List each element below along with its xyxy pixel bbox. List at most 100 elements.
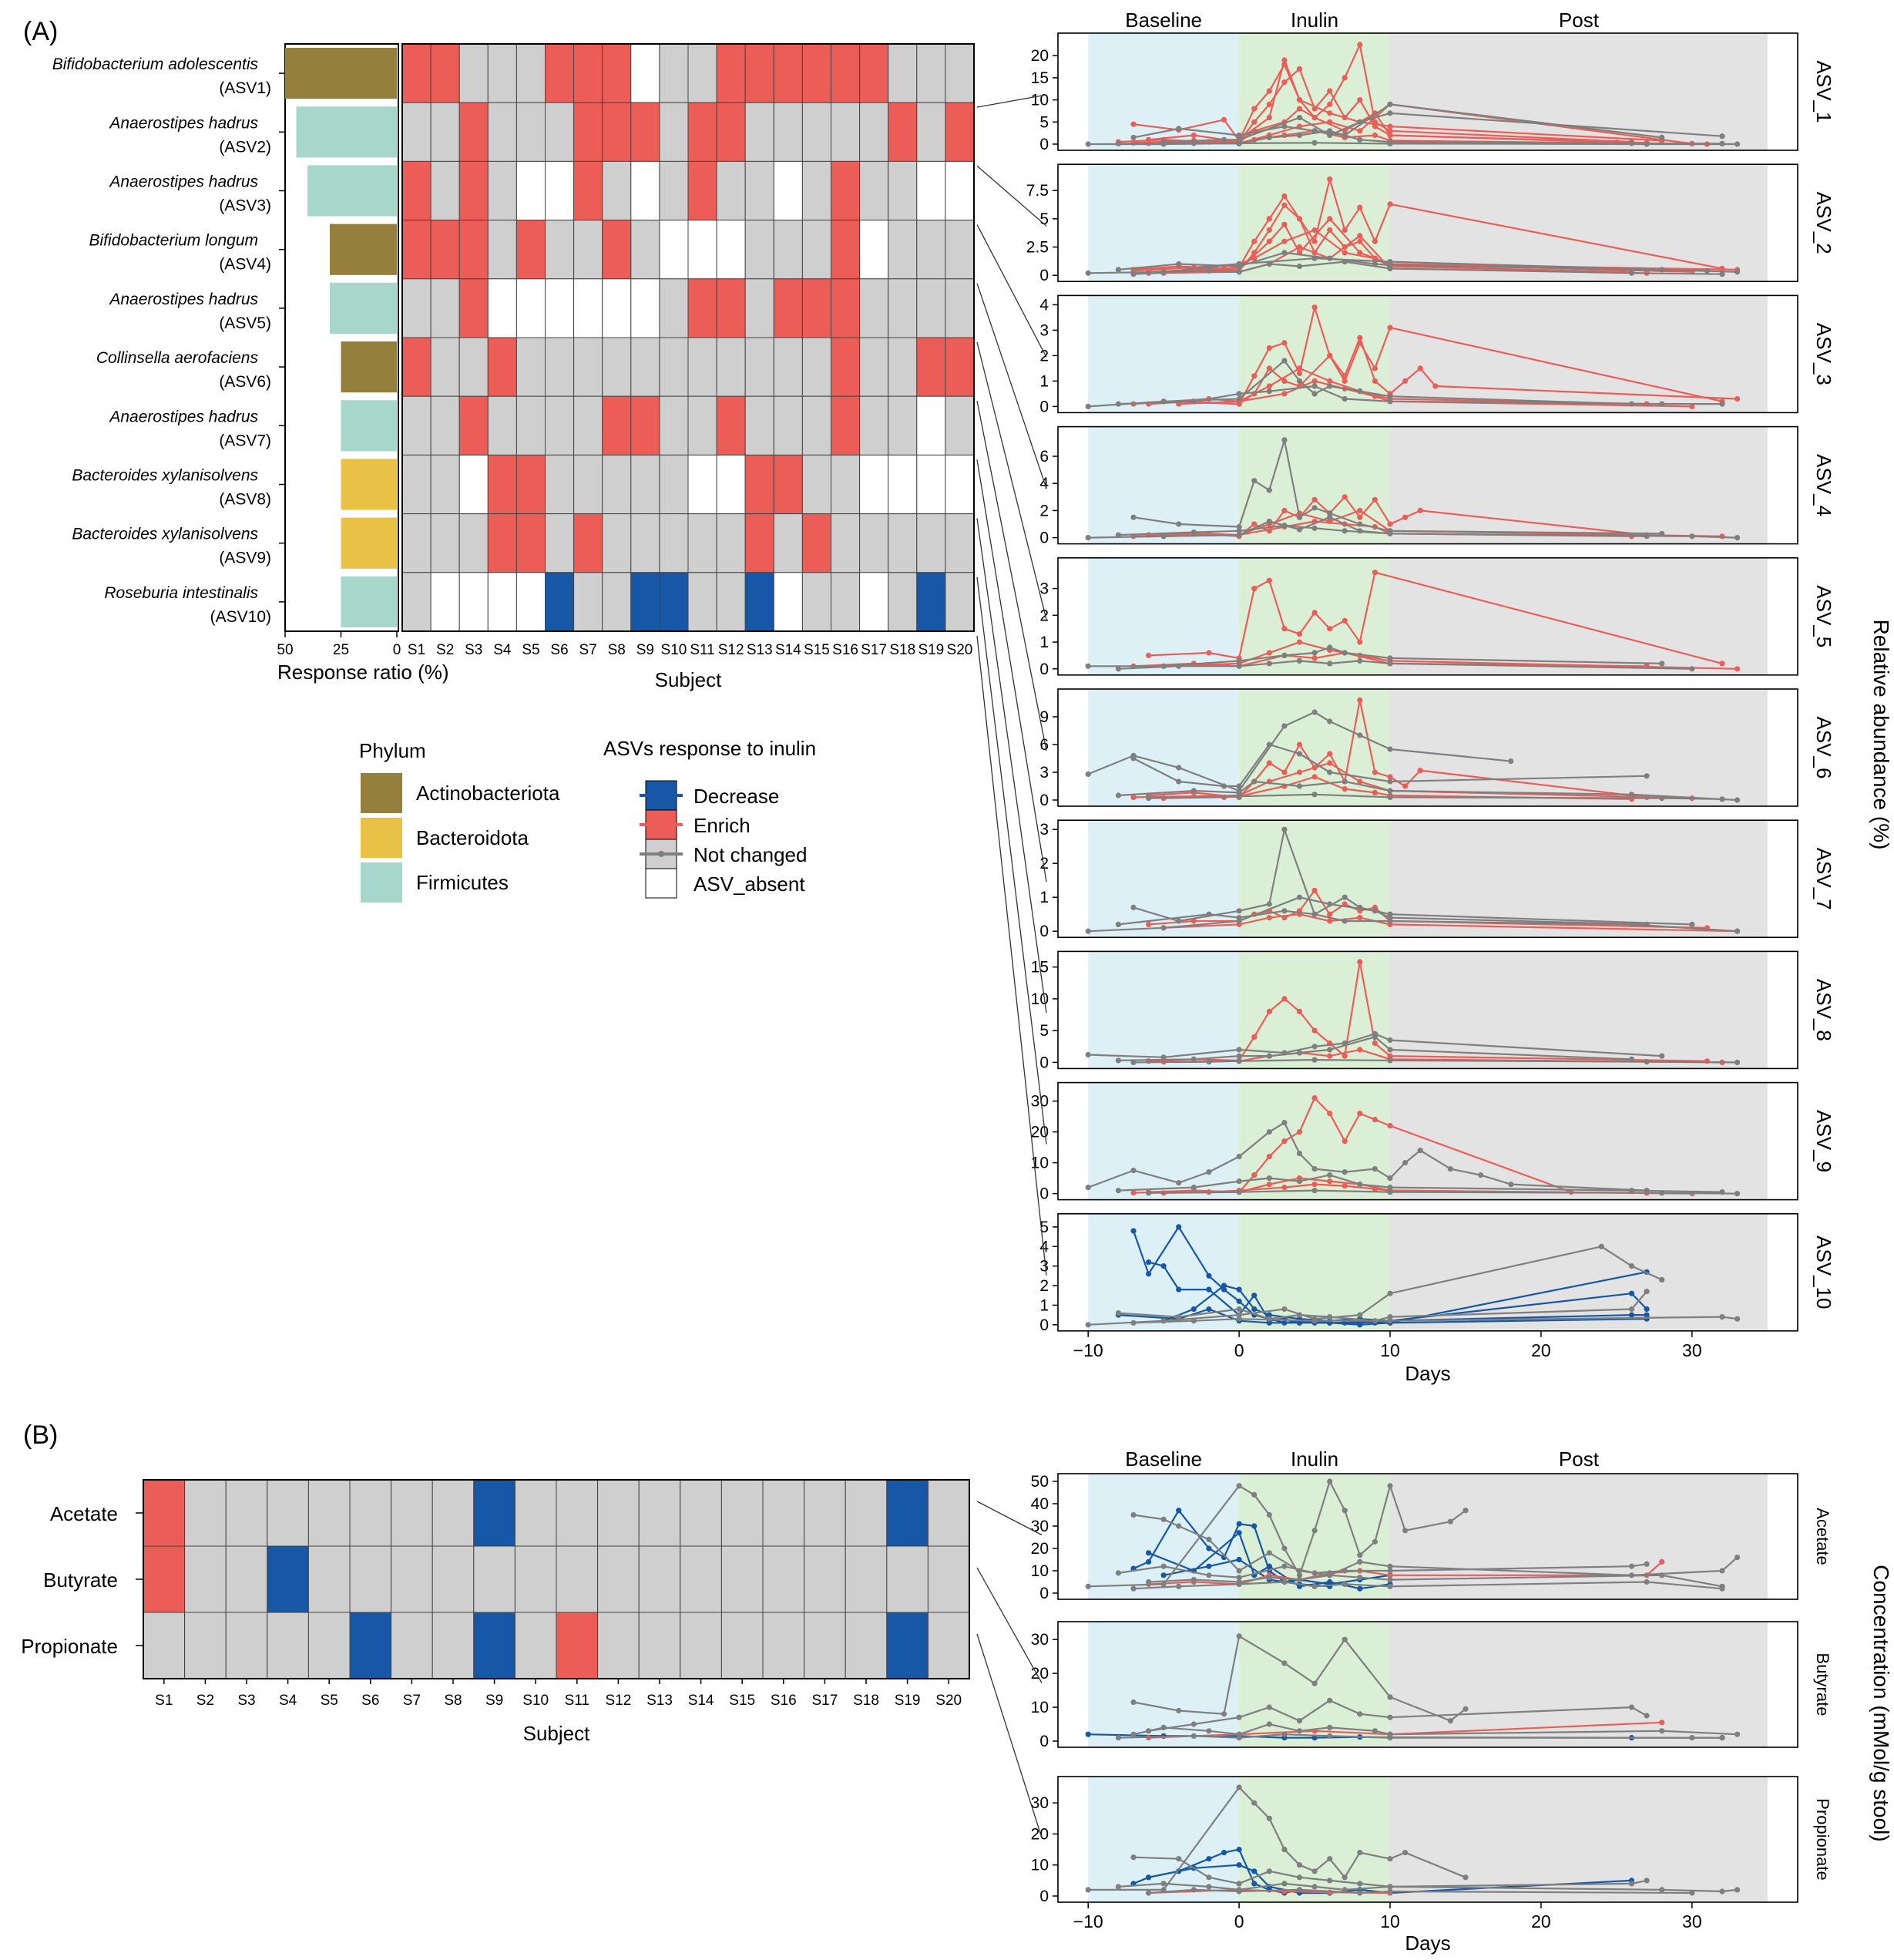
facet-xtick-label-b: 0 — [1234, 1911, 1244, 1931]
facet-ytick-label-asv-5: 3 — [1039, 580, 1049, 598]
heat-cell-r1-s5 — [515, 43, 546, 103]
heat-cell-r10-s5 — [515, 572, 546, 632]
series-point-asv-5 — [1236, 657, 1242, 664]
species-label-asv2: Anaerostipes hadrus — [108, 114, 258, 132]
series-point-asv-8 — [1628, 1056, 1635, 1062]
series-point-asv-9 — [1447, 1166, 1453, 1172]
series-point-acetate — [1281, 1545, 1288, 1552]
series-point-asv-1 — [1342, 75, 1348, 81]
series-point-asv-9 — [1342, 1183, 1348, 1189]
series-point-asv-1 — [1296, 132, 1303, 139]
heat-cell-r7-s10 — [659, 395, 689, 456]
series-point-asv-9 — [1372, 1117, 1378, 1123]
series-point-asv-3 — [1327, 383, 1333, 389]
heat-cell-r1-s16 — [831, 43, 861, 103]
series-point-asv-3 — [1115, 401, 1121, 407]
heat-cell-r8-s16 — [831, 454, 861, 515]
series-point-asv-9 — [1130, 1189, 1137, 1195]
series-point-acetate — [1402, 1528, 1409, 1534]
series-point-asv-4 — [1266, 518, 1272, 525]
series-point-asv-3 — [1372, 365, 1378, 371]
series-point-asv-9 — [1236, 1189, 1242, 1195]
heat-cell-r7-s20 — [945, 395, 975, 456]
heat-cell-r2-s13 — [744, 102, 774, 162]
heat-cell-r2-s10 — [659, 102, 689, 162]
facet-xtick-label-a: 10 — [1380, 1340, 1400, 1360]
legend-label-bacteroidota: Bacteroidota — [416, 826, 529, 849]
heat-cell-r4-s20 — [945, 220, 975, 280]
facet-ytick-label-asv-2: 7.5 — [1026, 182, 1049, 200]
series-point-asv-1 — [1266, 134, 1272, 140]
series-point-asv-9 — [1206, 1169, 1212, 1175]
series-point-asv-9 — [1266, 1154, 1272, 1160]
series-point-propionate — [1327, 1856, 1333, 1862]
facet-xtick-label-a: 20 — [1531, 1340, 1551, 1360]
series-point-asv-10 — [1190, 1306, 1197, 1313]
scfa-cell-butyrate-s13 — [638, 1545, 681, 1613]
series-point-asv-8 — [1085, 1051, 1091, 1058]
asv-label-asv3: (ASV3) — [219, 197, 271, 215]
series-point-asv-2 — [1281, 193, 1288, 200]
heat-cell-r8-s3 — [458, 454, 489, 515]
heat-xlabel: Subject — [655, 668, 722, 691]
heat-cell-r8-s20 — [945, 454, 975, 515]
series-point-asv-9 — [1236, 1178, 1242, 1185]
heat-cell-r3-s1 — [401, 160, 432, 221]
heat-col-label-s7: S7 — [579, 642, 597, 658]
facet-xtick-label-a: −10 — [1073, 1340, 1103, 1360]
facet-ytick-label-propionate: 30 — [1031, 1794, 1049, 1812]
series-point-asv-1 — [1387, 132, 1393, 139]
heat-cell-r10-s7 — [573, 572, 603, 632]
series-point-asv-3 — [1266, 383, 1272, 389]
phase-bg-post-propionate — [1390, 1777, 1768, 1902]
heat-cell-r2-s3 — [458, 102, 489, 162]
series-line-asv-3-6 — [1118, 385, 1662, 405]
series-point-asv-4 — [1296, 514, 1303, 520]
scfa-cell-butyrate-s11 — [556, 1545, 599, 1613]
series-point-asv-6 — [1190, 788, 1197, 794]
series-point-asv-10 — [1387, 1314, 1393, 1320]
heat-cell-r4-s6 — [545, 220, 575, 280]
series-point-asv-9 — [1236, 1154, 1242, 1160]
scfa-row-label-acetate: Acetate — [50, 1502, 118, 1525]
series-point-asv-6 — [1387, 774, 1393, 780]
series-point-propionate — [1734, 1887, 1741, 1893]
series-point-asv-3 — [1281, 358, 1288, 364]
series-point-acetate — [1251, 1523, 1258, 1529]
series-point-asv-10 — [1206, 1272, 1212, 1279]
heat-cell-r8-s13 — [744, 454, 774, 515]
heat-col-label-s2: S2 — [436, 642, 454, 658]
facet-ytick-label-asv-7: 1 — [1039, 889, 1049, 906]
series-point-asv-10 — [1221, 1286, 1227, 1293]
series-point-asv-9 — [1115, 1188, 1121, 1194]
series-point-asv-9 — [1085, 1185, 1091, 1191]
scfa-cell-butyrate-s14 — [680, 1545, 722, 1613]
series-point-acetate — [1387, 1577, 1393, 1583]
scfa-cell-propionate-s14 — [680, 1612, 722, 1679]
scfa-cell-acetate-s8 — [432, 1479, 475, 1547]
series-point-asv-10 — [1206, 1286, 1212, 1293]
phase-bg-post-asv-6 — [1390, 689, 1768, 806]
series-point-asv-1 — [1281, 57, 1288, 63]
heat-cell-r7-s6 — [545, 395, 575, 456]
species-label-asv3: Anaerostipes hadrus — [108, 173, 258, 191]
heat-cell-r4-s15 — [801, 220, 832, 280]
facet-ytick-label-acetate: 50 — [1031, 1473, 1049, 1491]
series-point-asv-3 — [1659, 401, 1665, 407]
series-point-asv-7 — [1085, 928, 1091, 934]
series-point-asv-10 — [1628, 1306, 1635, 1313]
heat-cell-r9-s2 — [430, 513, 460, 573]
heat-cell-r8-s18 — [888, 454, 918, 515]
heat-cell-r6-s1 — [401, 337, 432, 397]
heat-col-label-s20: S20 — [947, 642, 973, 658]
series-point-asv-1 — [1357, 136, 1363, 143]
series-point-asv-8 — [1190, 1056, 1197, 1062]
series-point-asv-10 — [1176, 1286, 1182, 1293]
series-point-propionate — [1251, 1881, 1258, 1887]
series-line-asv-6-4 — [1087, 711, 1511, 792]
species-label-asv4: Bifidobacterium longum — [89, 232, 258, 250]
series-point-asv-3 — [1296, 370, 1303, 377]
series-point-asv-5 — [1296, 657, 1303, 664]
series-point-asv-6 — [1281, 769, 1288, 775]
series-point-asv-1 — [1296, 66, 1303, 72]
